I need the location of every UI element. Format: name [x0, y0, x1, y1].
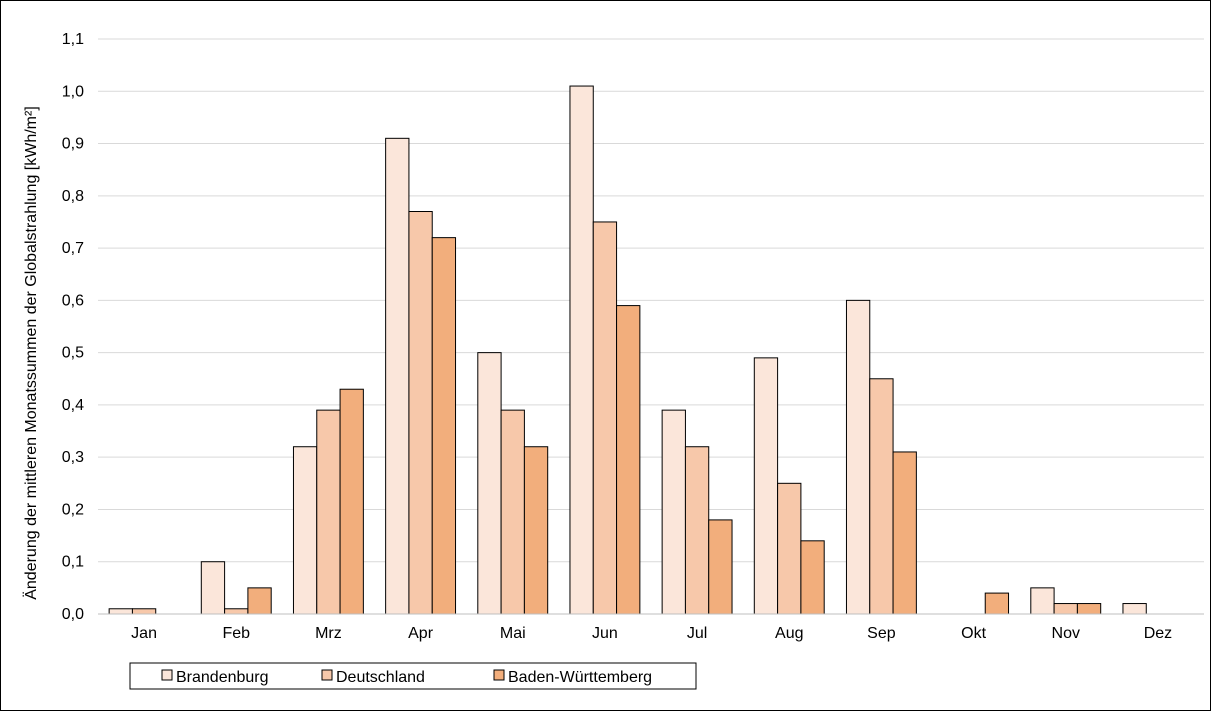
bar-baden-w-rttemberg-sep	[892, 451, 917, 615]
x-tick-label: Mrz	[315, 625, 342, 642]
bar-baden-w-rttemberg-apr	[431, 237, 457, 615]
bar-baden-w-rttemberg-jul	[708, 519, 733, 615]
x-tick-label: Okt	[961, 625, 986, 642]
bar-deutschland-jan	[131, 608, 157, 615]
bar-brandenburg-sep	[845, 299, 871, 615]
y-tick-labels: 0,0 0,1 0,2 0,3 0,4 0,5 0,6 0,7 0,8 0,9 1,0 1,1	[62, 31, 84, 623]
x-tick-label: Feb	[222, 625, 250, 642]
bar-baden-w-rttemberg-nov	[1076, 603, 1102, 615]
x-tick-label: Mai	[500, 625, 526, 642]
bars	[108, 85, 1147, 615]
gridlines	[98, 38, 1204, 563]
bar-baden-w-rttemberg-aug	[800, 540, 825, 615]
bar-baden-w-rttemberg-feb	[247, 587, 272, 615]
legend-swatch	[321, 669, 333, 681]
legend: Brandenburg Deutschland Baden-Württemberg	[129, 662, 697, 690]
bar-brandenburg-aug	[753, 357, 779, 615]
y-tick-label: 0,7	[62, 240, 84, 257]
legend-swatch	[493, 669, 505, 681]
y-tick-label: 0,5	[62, 345, 84, 362]
x-tick-label: Apr	[408, 625, 434, 642]
y-tick-label: 0,9	[62, 136, 84, 153]
bar-brandenburg-mai	[477, 352, 502, 615]
bar-deutschland-nov	[1053, 603, 1078, 615]
y-tick-label: 0,0	[62, 606, 84, 623]
bar-brandenburg-nov	[1030, 587, 1055, 615]
y-tick-label: 0,8	[62, 188, 84, 205]
x-tick-label: Sep	[867, 625, 896, 642]
x-tick-label: Jun	[592, 625, 618, 642]
x-tick-label: Aug	[775, 625, 803, 642]
bar-brandenburg-mrz	[292, 446, 318, 615]
y-tick-label: 0,2	[62, 501, 84, 518]
bar-baden-w-rttemberg-okt	[984, 592, 1010, 615]
x-tick-label: Nov	[1052, 625, 1080, 642]
x-tick-label: Jan	[131, 625, 157, 642]
legend-label: Baden-Württemberg	[508, 669, 652, 686]
y-tick-label: 1,0	[62, 83, 84, 100]
bar-brandenburg-jan	[108, 608, 133, 615]
y-tick-label: 1,1	[62, 31, 84, 48]
bar-deutschland-mrz	[316, 409, 341, 615]
legend-swatch	[161, 669, 173, 681]
bar-brandenburg-jul	[661, 409, 686, 615]
bar-deutschland-mai	[500, 409, 525, 615]
y-tick-label: 0,4	[62, 397, 84, 414]
bar-brandenburg-jun	[569, 85, 594, 615]
y-tick-label: 0,3	[62, 449, 84, 466]
bar-deutschland-apr	[408, 211, 433, 615]
bar-baden-w-rttemberg-jun	[616, 305, 641, 615]
y-tick-label: 0,1	[62, 554, 84, 571]
bar-deutschland-aug	[777, 482, 802, 615]
bar-baden-w-rttemberg-mrz	[339, 388, 364, 615]
bar-baden-w-rttemberg-mai	[523, 446, 549, 615]
x-tick-label: Dez	[1144, 625, 1172, 642]
bar-deutschland-jun	[592, 221, 618, 615]
bar-deutschland-sep	[869, 378, 894, 615]
bar-brandenburg-feb	[200, 561, 226, 615]
legend-box	[129, 662, 697, 690]
x-tick-labels: Jan Feb Mrz Apr Mai Jun Jul Aug Sep Okt Nov Dez	[131, 625, 1172, 642]
bar-brandenburg-dez	[1122, 603, 1147, 615]
legend-label: Brandenburg	[176, 669, 269, 686]
bar-brandenburg-apr	[385, 137, 410, 615]
legend-label: Deutschland	[336, 669, 425, 686]
bar-deutschland-jul	[684, 446, 710, 615]
x-tick-label: Jul	[687, 625, 707, 642]
y-axis-label: Änderung der mittleren Monatssummen der …	[22, 106, 40, 600]
y-tick-label: 0,6	[62, 292, 84, 309]
bar-deutschland-feb	[224, 608, 249, 615]
